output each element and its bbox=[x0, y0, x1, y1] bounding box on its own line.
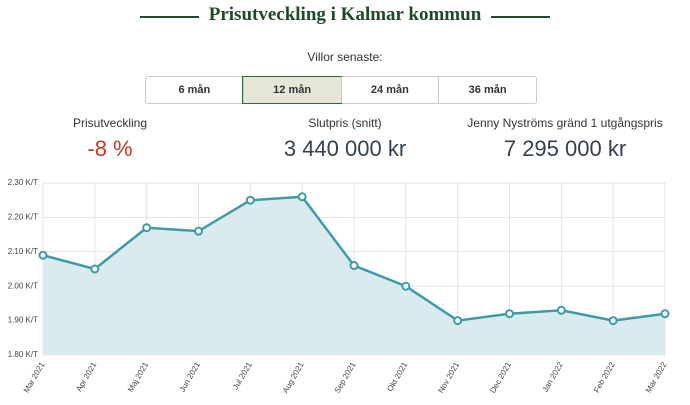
point bbox=[142, 223, 152, 233]
point bbox=[556, 305, 566, 315]
stat-value: 7 295 000 kr bbox=[503, 136, 627, 161]
y-tick-label: 1.90 K/T bbox=[8, 316, 38, 325]
period-tab[interactable]: 36 mån bbox=[438, 77, 536, 103]
stat-value: 3 440 000 kr bbox=[283, 136, 407, 161]
stat: Jenny Nyströms gränd 1 utgångspris 7 295 … bbox=[450, 116, 680, 162]
point bbox=[38, 250, 48, 260]
period-tab[interactable]: 12 mån bbox=[241, 76, 342, 104]
x-tick-label: Aug 2021 bbox=[281, 360, 306, 395]
stat: Slutpris (snitt) 3 440 000 kr bbox=[230, 116, 460, 162]
x-tick-label: Apr 2021 bbox=[74, 360, 98, 393]
stat-label: Prisutveckling bbox=[72, 116, 148, 130]
x-tick-label: Dec 2021 bbox=[488, 360, 513, 395]
x-tick-label: Maj 2021 bbox=[126, 360, 151, 393]
point bbox=[245, 195, 255, 205]
x-tick-label: Sep 2021 bbox=[333, 360, 358, 395]
point bbox=[401, 281, 411, 291]
point bbox=[90, 264, 100, 274]
stat-label: Jenny Nyströms gränd 1 utgångspris bbox=[467, 116, 663, 130]
y-tick-label: 2.00 K/T bbox=[8, 281, 38, 290]
x-tick-label: Okt 2021 bbox=[385, 360, 409, 393]
x-tick-label: Feb 2022 bbox=[592, 360, 617, 394]
stat-label: Slutpris (snitt) bbox=[308, 116, 382, 130]
stat-value: -8 % bbox=[87, 136, 133, 161]
x-tick-label: Jun 2021 bbox=[178, 360, 203, 393]
y-tick-label: 1.80 K/T bbox=[8, 350, 38, 359]
y-tick-label: 2.30 K/T bbox=[8, 178, 38, 187]
point bbox=[608, 316, 618, 326]
point bbox=[660, 309, 670, 319]
x-tick-label: Nov 2021 bbox=[436, 360, 461, 395]
point bbox=[505, 309, 514, 319]
period-tab[interactable]: 6 mån bbox=[178, 84, 211, 96]
x-tick-label: Jul 2021 bbox=[231, 360, 254, 391]
title: Prisutveckling i Kalmar kommun bbox=[198, 4, 492, 25]
y-tick-label: 2.10 K/T bbox=[8, 247, 38, 256]
point bbox=[453, 316, 463, 326]
y-tick-label: 2.20 K/T bbox=[8, 213, 38, 222]
point bbox=[297, 192, 307, 202]
period-tabs: 6 mån 12 mån 24 mån 36 mån bbox=[145, 76, 537, 104]
x-tick-label: Mar 2022 bbox=[644, 360, 669, 394]
period-tab[interactable]: 24 mån bbox=[340, 77, 439, 103]
title-bar: Prisutveckling i Kalmar kommun bbox=[0, 4, 690, 26]
x-tick-label: Mar 2021 bbox=[22, 360, 47, 394]
point bbox=[194, 226, 203, 236]
subtitle: Villor senaste: bbox=[307, 50, 383, 64]
point bbox=[349, 261, 359, 271]
x-tick-label: Jan 2022 bbox=[541, 360, 566, 393]
stat: Prisutveckling -8 % bbox=[0, 116, 225, 162]
